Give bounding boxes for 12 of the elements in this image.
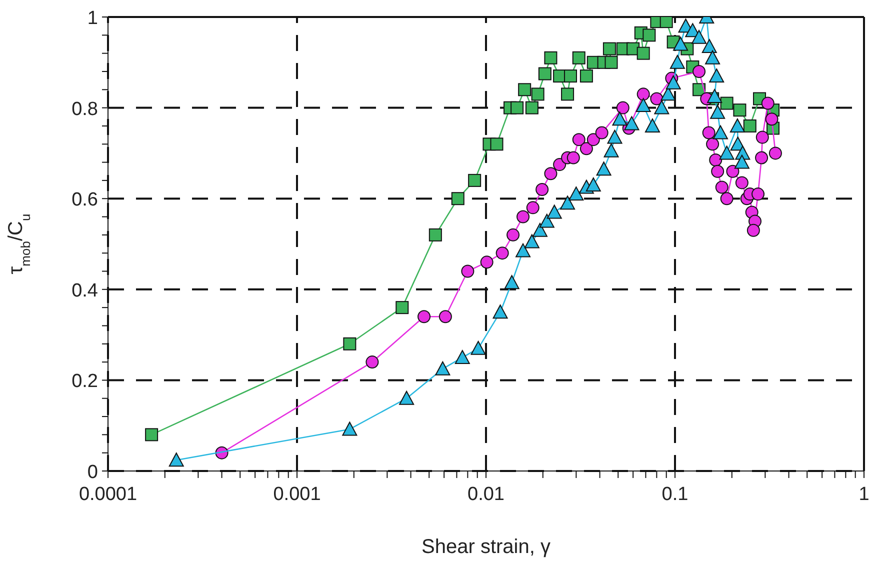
y-tick-label: 0.8 bbox=[72, 98, 98, 120]
x-tick-label: 0.01 bbox=[468, 484, 504, 505]
y-tick-label: 0 bbox=[87, 462, 98, 483]
y-tick-label: 0.4 bbox=[72, 280, 98, 302]
x-axis-title: Shear strain, γ bbox=[422, 536, 550, 558]
x-tick-label: 1 bbox=[858, 484, 870, 505]
y-tick-label: 1 bbox=[87, 8, 98, 29]
y-tick-label: 0.6 bbox=[72, 190, 98, 211]
x-tick-label: 0.1 bbox=[662, 484, 688, 505]
x-tick-label: 0.001 bbox=[273, 484, 321, 505]
y-tick-label: 0.2 bbox=[72, 371, 98, 392]
x-tick-label: 0.0001 bbox=[78, 484, 138, 505]
